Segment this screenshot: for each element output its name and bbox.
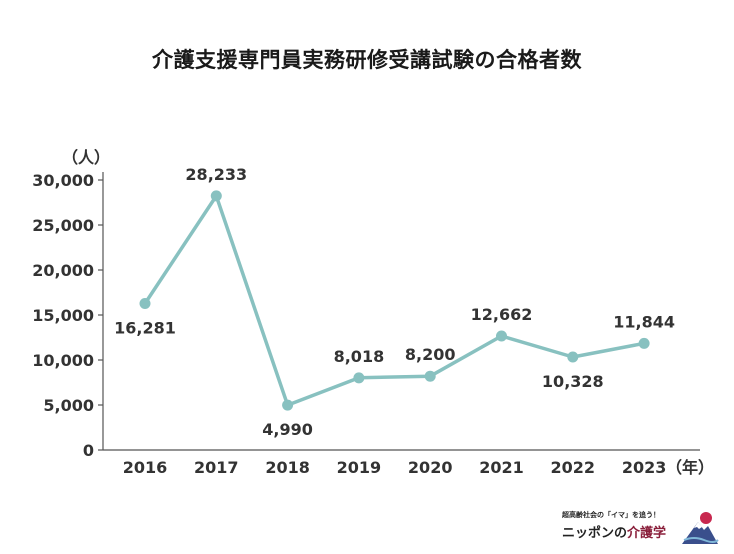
data-label: 8,200 — [405, 345, 456, 364]
data-point — [139, 297, 151, 309]
y-axis-unit: （人） — [62, 148, 110, 167]
x-axis-unit: （年） — [666, 458, 714, 477]
x-tick-label: 2017 — [194, 458, 239, 477]
x-tick-label: 2019 — [337, 458, 382, 477]
y-axis-ticks: 0 5,000 10,000 15,000 20,000 25,000 30,000 — [32, 171, 103, 460]
data-label: 11,844 — [613, 312, 675, 331]
logo-brand-prefix: ニッポンの — [562, 526, 628, 541]
data-point — [353, 372, 365, 384]
y-tick-label: 20,000 — [32, 261, 94, 280]
data-point — [638, 337, 650, 349]
series-line — [143, 194, 645, 407]
data-point — [424, 370, 436, 382]
chart-title: 介護支援専門員実務研修受講試験の合格者数 — [152, 48, 582, 72]
y-tick-label: 0 — [83, 441, 94, 460]
data-point — [567, 351, 579, 363]
mountain-icon — [682, 512, 719, 544]
x-tick-label: 2022 — [551, 458, 596, 477]
brand-logo: 超高齢社会の「イマ」を追う！ ニッポンの介護学 — [562, 508, 722, 548]
data-label: 10,328 — [542, 372, 604, 391]
logo-brand-main: 介護学 — [627, 526, 667, 541]
data-label: 12,662 — [471, 305, 533, 324]
data-point — [282, 399, 294, 411]
x-tick-label: 2018 — [265, 458, 310, 477]
series-group — [139, 190, 650, 411]
data-label: 4,990 — [262, 420, 313, 439]
data-labels: 16,281 28,233 4,990 8,018 8,200 12,662 10,328 1… — [114, 165, 675, 439]
data-point — [496, 330, 507, 342]
y-tick-label: 5,000 — [43, 396, 94, 415]
x-tick-label: 2023 — [622, 458, 667, 477]
data-point — [210, 190, 222, 202]
y-tick-label: 25,000 — [32, 216, 94, 235]
logo-brand: ニッポンの介護学 — [562, 522, 666, 541]
data-label: 28,233 — [185, 165, 247, 184]
y-tick-label: 10,000 — [32, 351, 94, 370]
data-label: 8,018 — [334, 347, 385, 366]
axes — [102, 172, 700, 451]
x-tick-label: 2021 — [479, 458, 524, 477]
y-tick-label: 30,000 — [32, 171, 94, 190]
y-tick-label: 15,000 — [32, 306, 94, 325]
x-tick-label: 2016 — [123, 458, 168, 477]
x-axis-ticks: 2016 2017 2018 2019 2020 2021 2022 2023 — [123, 458, 667, 477]
data-label: 16,281 — [114, 318, 176, 337]
logo-tagline: 超高齢社会の「イマ」を追う！ — [562, 511, 660, 519]
x-tick-label: 2020 — [408, 458, 453, 477]
